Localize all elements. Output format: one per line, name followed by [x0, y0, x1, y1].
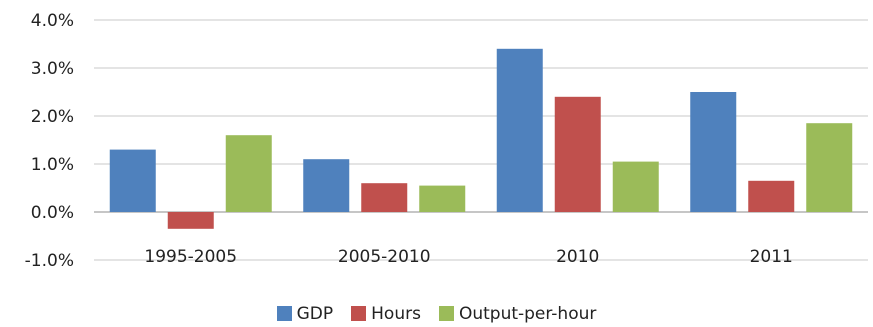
bar-output-per-hour-1	[419, 185, 466, 212]
bar-hours-1	[361, 183, 408, 212]
bars	[109, 48, 853, 229]
legend-item: Hours	[351, 304, 421, 324]
legend-swatch	[351, 306, 367, 321]
gridlines	[94, 19, 868, 261]
bar-gdp-1	[303, 159, 350, 212]
legend-label: GDP	[296, 303, 334, 324]
bar-gdp-3	[690, 92, 737, 212]
legend-label: Hours	[371, 303, 421, 324]
y-tick-label: 3.0%	[31, 59, 74, 79]
legend-label: Output-per-hour	[458, 303, 597, 324]
category-label: 1995-2005	[144, 247, 237, 267]
legend-item: GDP	[276, 303, 334, 324]
category-labels: 1995-2005 2005-2010 2010 2011	[144, 247, 792, 267]
bar-hours-0	[167, 212, 214, 229]
bar-output-per-hour-2	[612, 161, 659, 212]
y-tick-label: -1.0%	[25, 251, 74, 271]
bar-hours-2	[554, 96, 601, 212]
legend-swatch	[438, 306, 454, 321]
legend-item: Output-per-hour	[438, 303, 597, 324]
y-tick-label: 1.0%	[31, 155, 74, 175]
bar-output-per-hour-0	[225, 135, 272, 212]
y-tick-label: 0.0%	[31, 203, 74, 223]
bar-hours-3	[748, 180, 795, 212]
legend-swatch	[276, 306, 292, 321]
legend: GDP Hours Output-per-hour	[0, 300, 873, 327]
category-label: 2005-2010	[338, 247, 431, 267]
bar-chart: 4.0% 3.0% 2.0% 1.0% 0.0% -1.0% 1995-2005 2005-…	[25, 11, 868, 271]
category-label: 2011	[750, 247, 793, 267]
bar-gdp-2	[496, 48, 543, 212]
y-tick-label: 4.0%	[31, 11, 74, 31]
category-label: 2010	[556, 247, 599, 267]
y-tick-label: 2.0%	[31, 107, 74, 127]
bar-gdp-0	[109, 149, 156, 212]
bar-output-per-hour-3	[806, 123, 853, 212]
y-axis-ticks: 4.0% 3.0% 2.0% 1.0% 0.0% -1.0%	[25, 11, 74, 271]
